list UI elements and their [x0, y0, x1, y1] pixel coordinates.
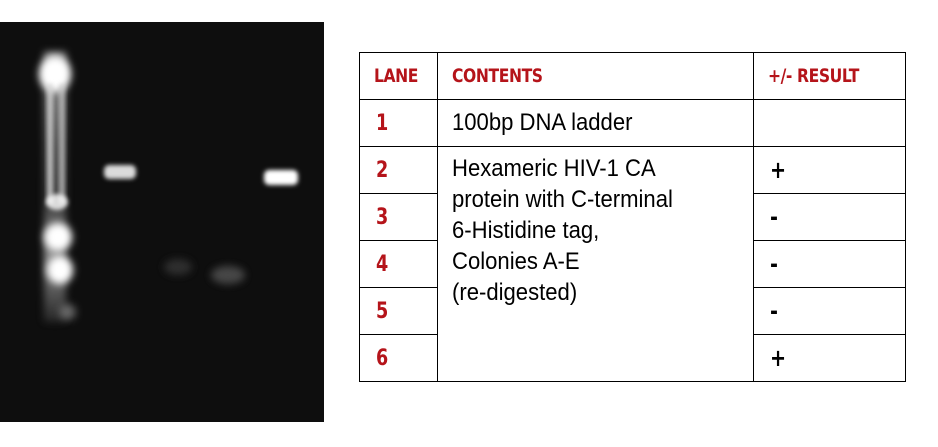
lane-2-band — [104, 165, 136, 179]
result-header: +/- RESULT — [753, 52, 906, 100]
ladder-lane — [39, 52, 76, 322]
lane-result: - — [753, 287, 906, 335]
merged-lane-contents: Hexameric HIV-1 CA protein with C-termin… — [437, 146, 754, 382]
ladder-band-mid — [46, 194, 68, 210]
lane-number: 5 — [359, 287, 438, 335]
contents-line: Colonies A-E — [452, 248, 580, 275]
table-row: 2 Hexameric HIV-1 CA protein with C-term… — [359, 146, 906, 382]
lane-result: - — [753, 193, 906, 241]
lane-result: + — [753, 334, 906, 382]
lane-5-faint-band — [211, 266, 245, 284]
table-header-row: LANE CONTENTS +/- RESULT — [359, 52, 906, 100]
lane-number: 4 — [359, 240, 438, 288]
contents-line: (re-digested) — [452, 279, 578, 306]
gel-image-graphic — [0, 22, 324, 422]
lane-result: + — [753, 146, 906, 194]
lane-result: - — [753, 240, 906, 288]
ladder-band-low-3 — [60, 304, 76, 320]
table-row: 6 + — [359, 334, 906, 382]
ladder-edge-right — [59, 84, 65, 204]
lane-4-faint-band — [164, 259, 192, 275]
lane-result — [753, 99, 906, 147]
ladder-top-band — [39, 56, 71, 92]
table-row: 3 - — [359, 193, 906, 241]
lane-6-band — [264, 170, 298, 185]
contents-header: CONTENTS — [437, 52, 754, 100]
gel-electrophoresis-image — [0, 22, 324, 422]
contents-line: Hexameric HIV-1 CA — [452, 155, 656, 182]
results-table: LANE CONTENTS +/- RESULT 1 100bp DNA lad… — [359, 52, 906, 382]
table-row: 1 100bp DNA ladder — [359, 99, 906, 147]
lane-number: 2 — [359, 146, 438, 194]
lane-header: LANE — [359, 52, 438, 100]
ladder-edge-left — [47, 84, 53, 204]
table-row: 4 - — [359, 240, 906, 288]
lane-number: 3 — [359, 193, 438, 241]
lane-number: 6 — [359, 334, 438, 382]
lane-number: 1 — [359, 99, 438, 147]
ladder-band-low-2 — [47, 256, 73, 284]
ladder-band-low-1 — [44, 223, 72, 251]
contents-line: 6-Histidine tag, — [452, 217, 600, 244]
lane-contents: 100bp DNA ladder — [437, 99, 754, 147]
contents-line: protein with C-terminal — [452, 186, 673, 213]
